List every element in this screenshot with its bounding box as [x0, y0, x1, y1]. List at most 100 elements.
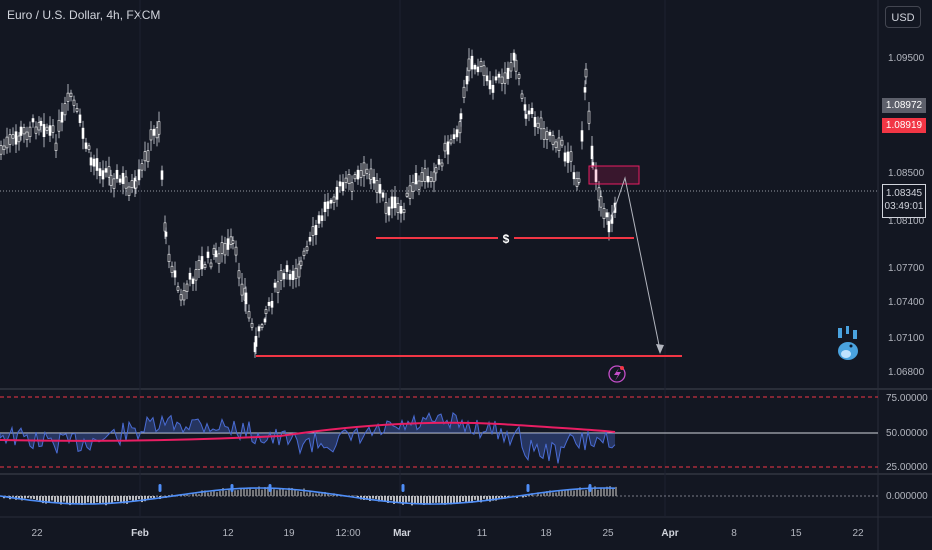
histogram-bar — [540, 494, 542, 496]
histogram-bar — [462, 496, 464, 502]
histogram-bar — [99, 496, 101, 504]
histogram-bar — [102, 496, 104, 503]
arrow-head-icon — [656, 344, 664, 354]
histogram-bar — [417, 496, 419, 503]
candle-body — [399, 205, 403, 214]
histogram-bar — [126, 496, 128, 504]
candle-body — [57, 119, 61, 132]
candle-body — [530, 107, 534, 115]
histogram-bar — [12, 496, 14, 497]
candle-body — [127, 186, 131, 196]
candle-body — [323, 201, 327, 213]
projection-path[interactable] — [609, 176, 661, 351]
histogram-bar — [312, 493, 314, 496]
histogram-bar — [153, 496, 155, 500]
price-axis-label: 1.07100 — [888, 333, 925, 344]
candle-body — [344, 177, 348, 183]
candle-body — [48, 125, 52, 136]
histogram-bar — [234, 490, 236, 496]
histogram-bar — [483, 496, 485, 499]
candle-body — [594, 169, 598, 182]
price-axis-label: 1.08500 — [888, 168, 925, 179]
candle-body — [2, 145, 6, 151]
histogram-bar — [555, 492, 557, 496]
candle-body — [203, 264, 207, 269]
histogram-bar — [498, 496, 500, 499]
date-axis-label: 25 — [602, 528, 614, 539]
candle-body — [317, 215, 321, 224]
histogram-bar — [96, 496, 98, 503]
histogram-bar — [288, 487, 290, 496]
histogram-bar — [480, 496, 482, 503]
histogram-bar — [36, 496, 38, 500]
candle-body — [191, 278, 195, 284]
histogram-bar — [576, 489, 578, 496]
candle-body — [372, 177, 376, 184]
candle-body — [98, 168, 102, 177]
candle-body — [143, 151, 147, 162]
histogram-bar — [243, 488, 245, 496]
candle-body — [17, 135, 21, 143]
candle-body — [75, 107, 79, 112]
date-axis-label: 11 — [476, 528, 488, 539]
histogram-bar — [108, 496, 110, 503]
price-axis-label: 1.09500 — [888, 53, 925, 64]
histogram-bar — [198, 494, 200, 496]
histogram-bar — [528, 494, 530, 496]
lightning-icon[interactable] — [608, 365, 626, 383]
signal-marker — [588, 484, 592, 492]
vertical-gridlines — [139, 0, 666, 517]
candle-body — [229, 236, 233, 245]
candle-body — [437, 159, 441, 165]
candle-body — [488, 80, 492, 90]
candle-body — [118, 178, 122, 183]
histogram-bar — [78, 496, 80, 504]
candle-body — [369, 168, 373, 180]
histogram-bar — [468, 496, 470, 502]
candle-body — [237, 270, 241, 279]
candle-body — [217, 253, 221, 264]
histogram-bar — [75, 496, 77, 504]
candle-body — [185, 283, 189, 292]
histogram-bar — [495, 496, 497, 501]
histogram-bar — [324, 491, 326, 496]
candle-body — [294, 267, 298, 279]
candle-body — [393, 196, 397, 209]
candle-body — [247, 311, 251, 319]
histogram-bar — [600, 488, 602, 496]
candle-body — [491, 84, 495, 93]
signal-marker — [401, 484, 405, 492]
supply-zone[interactable] — [588, 165, 640, 185]
histogram-bar — [141, 496, 143, 503]
histogram-bar — [414, 496, 416, 505]
candle-body — [557, 137, 561, 151]
candle-body — [443, 142, 447, 152]
histogram-bar — [591, 487, 593, 496]
histogram-bar — [54, 496, 56, 503]
candle-body — [254, 335, 258, 347]
histogram-bar — [450, 496, 452, 505]
histogram-bar — [204, 490, 206, 496]
currency-button[interactable]: USD — [885, 6, 921, 28]
histogram-bar — [216, 492, 218, 496]
candle-body — [583, 87, 587, 93]
histogram-bar — [186, 494, 188, 496]
histogram-bar — [42, 496, 44, 504]
histogram-bar — [597, 489, 599, 496]
histogram-bar — [261, 489, 263, 496]
histogram-bar — [327, 493, 329, 496]
candle-body — [209, 262, 213, 268]
candle-body — [524, 114, 528, 119]
candle-body — [124, 176, 128, 189]
histogram-bar — [183, 494, 185, 496]
candle-body — [512, 52, 516, 61]
histogram-bar — [105, 496, 107, 506]
candle-body — [353, 174, 357, 180]
candle-body — [440, 162, 444, 167]
histogram-bar — [45, 496, 47, 504]
date-axis-label: 12:00 — [335, 528, 361, 539]
histogram-bar — [372, 496, 374, 499]
candle-body — [78, 114, 82, 123]
histogram-bar — [435, 496, 437, 503]
